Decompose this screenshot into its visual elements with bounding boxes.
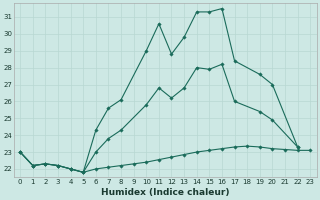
X-axis label: Humidex (Indice chaleur): Humidex (Indice chaleur): [101, 188, 229, 197]
